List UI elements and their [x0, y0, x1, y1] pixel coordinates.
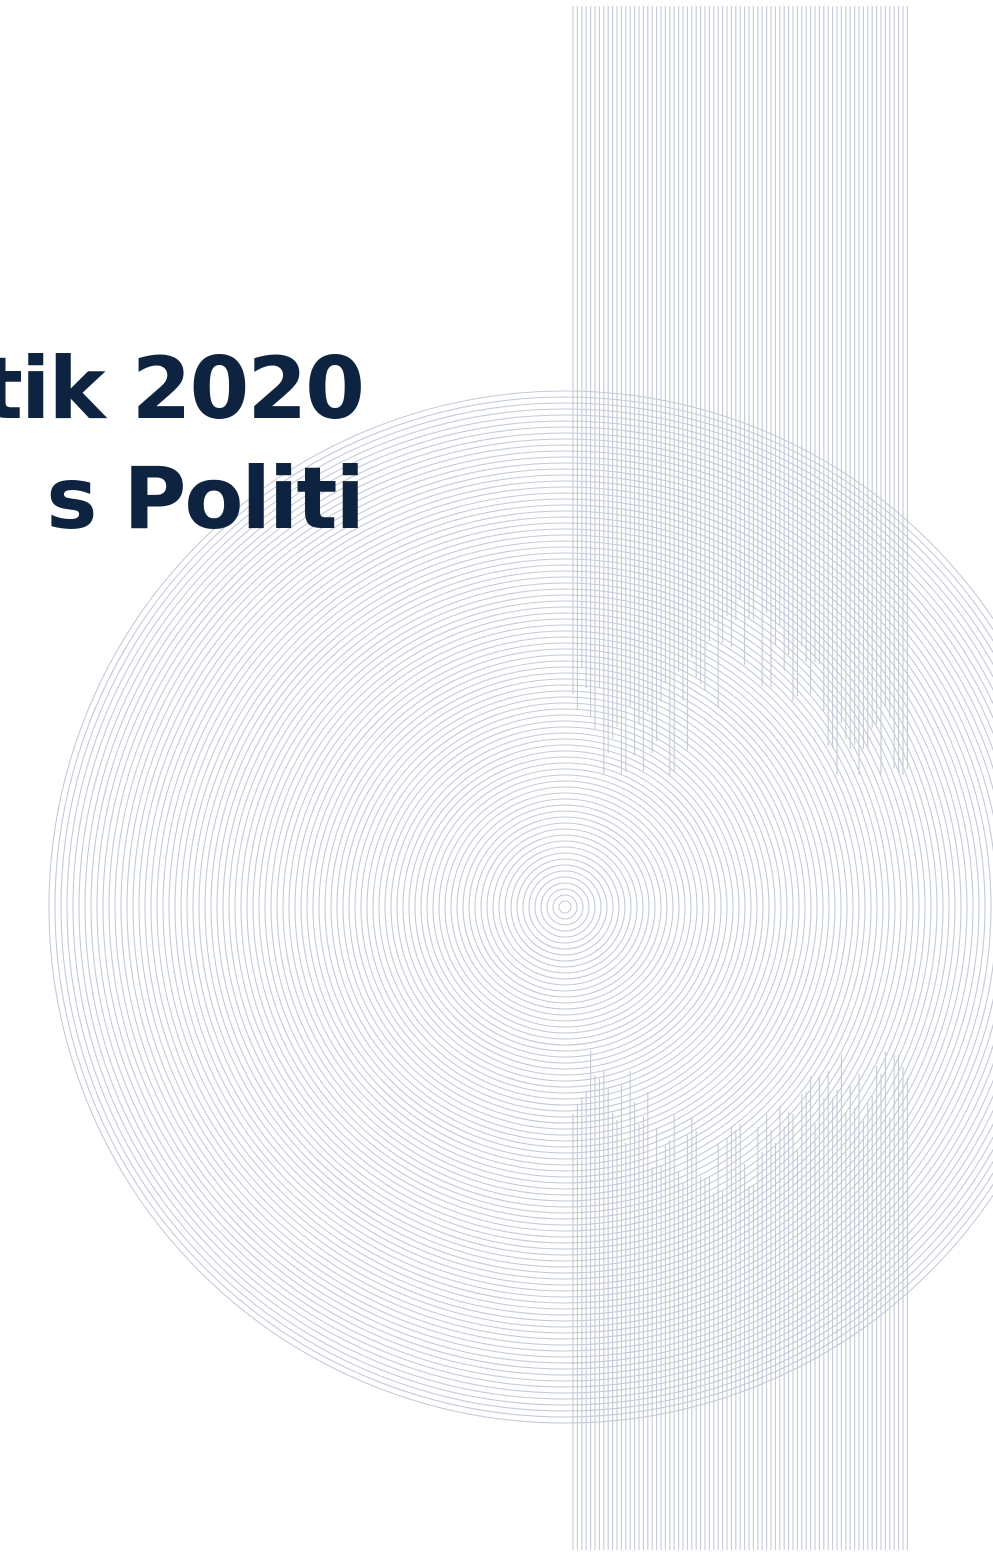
- circle-ring: [276, 618, 854, 1196]
- concentric-circles-pattern: [48, 390, 993, 1424]
- circle-ring: [234, 576, 896, 1238]
- circle-ring: [492, 834, 638, 980]
- circle-ring: [192, 534, 938, 1280]
- circle-ring: [78, 420, 993, 1394]
- circle-ring: [222, 564, 908, 1250]
- circle-ring: [168, 510, 962, 1304]
- circle-ring: [498, 840, 632, 974]
- circle-ring: [48, 390, 993, 1424]
- circle-ring: [216, 558, 914, 1256]
- circle-ring: [534, 876, 596, 938]
- circle-ring: [312, 654, 818, 1160]
- circle-ring: [72, 414, 993, 1400]
- circle-ring: [108, 450, 993, 1364]
- circle-ring: [138, 480, 992, 1334]
- circle-ring: [60, 402, 993, 1412]
- circle-ring: [270, 612, 860, 1202]
- circle-ring: [156, 498, 974, 1316]
- circle-ring: [66, 408, 993, 1406]
- circle-ring: [126, 468, 993, 1346]
- circle-ring: [438, 780, 692, 1034]
- circle-ring: [306, 648, 824, 1166]
- circle-ring: [96, 438, 993, 1376]
- cover-title-line-2: s Politi: [46, 449, 365, 549]
- circle-ring: [432, 774, 698, 1040]
- circle-ring: [414, 756, 716, 1058]
- circle-ring: [282, 624, 848, 1190]
- circle-ring: [114, 456, 993, 1358]
- circle-ring: [144, 486, 986, 1328]
- circle-ring: [426, 768, 704, 1046]
- circle-ring: [366, 708, 764, 1106]
- circle-ring: [318, 660, 812, 1154]
- circle-ring: [450, 792, 680, 1022]
- circle-ring: [474, 816, 656, 998]
- circle-ring: [396, 738, 734, 1076]
- circle-ring: [390, 732, 740, 1082]
- circle-ring: [552, 894, 578, 920]
- circle-ring: [558, 900, 572, 914]
- circle-ring: [90, 432, 993, 1382]
- circle-ring: [342, 684, 788, 1130]
- circle-ring: [360, 702, 770, 1112]
- circle-ring: [120, 462, 993, 1352]
- lower-vertical-lines-pattern: [572, 1050, 908, 1550]
- circle-ring: [540, 882, 590, 932]
- circle-ring: [468, 810, 662, 1004]
- circle-ring: [528, 870, 602, 944]
- circle-ring: [504, 846, 626, 968]
- circle-ring: [228, 570, 902, 1244]
- circle-ring: [444, 786, 686, 1028]
- circle-ring: [264, 606, 866, 1208]
- circle-ring: [294, 636, 836, 1178]
- circle-ring: [300, 642, 830, 1172]
- circle-ring: [162, 504, 968, 1310]
- circle-ring: [54, 396, 993, 1418]
- circle-ring: [480, 822, 650, 992]
- circle-ring: [102, 444, 993, 1370]
- circle-ring: [288, 630, 842, 1184]
- circle-ring: [402, 744, 728, 1070]
- circle-ring: [186, 528, 944, 1286]
- circle-ring: [408, 750, 722, 1064]
- circle-ring: [486, 828, 644, 986]
- cover-title-line-1: tik 2020: [0, 339, 365, 439]
- circle-ring: [336, 678, 794, 1136]
- circle-ring: [330, 672, 800, 1142]
- circle-ring: [546, 888, 584, 926]
- circle-ring: [522, 864, 608, 950]
- circle-ring: [420, 762, 710, 1052]
- circle-ring: [516, 858, 614, 956]
- circle-ring: [246, 588, 884, 1226]
- circle-ring: [456, 798, 674, 1016]
- circle-ring: [150, 492, 980, 1322]
- circle-ring: [348, 690, 782, 1124]
- upper-vertical-lines-pattern: [572, 6, 908, 775]
- circle-ring: [132, 474, 993, 1340]
- circle-ring: [84, 426, 993, 1388]
- circle-ring: [324, 666, 806, 1148]
- circle-ring: [462, 804, 668, 1010]
- circle-ring: [174, 516, 956, 1298]
- circle-ring: [384, 726, 746, 1088]
- circle-ring: [204, 546, 926, 1268]
- circle-ring: [510, 852, 620, 962]
- circle-ring: [198, 540, 932, 1274]
- circle-ring: [210, 552, 920, 1262]
- circle-ring: [372, 714, 758, 1100]
- circle-ring: [378, 720, 752, 1094]
- circle-ring: [180, 522, 950, 1292]
- circle-ring: [258, 600, 872, 1214]
- circle-ring: [252, 594, 878, 1220]
- circle-ring: [240, 582, 890, 1232]
- circle-ring: [354, 696, 776, 1118]
